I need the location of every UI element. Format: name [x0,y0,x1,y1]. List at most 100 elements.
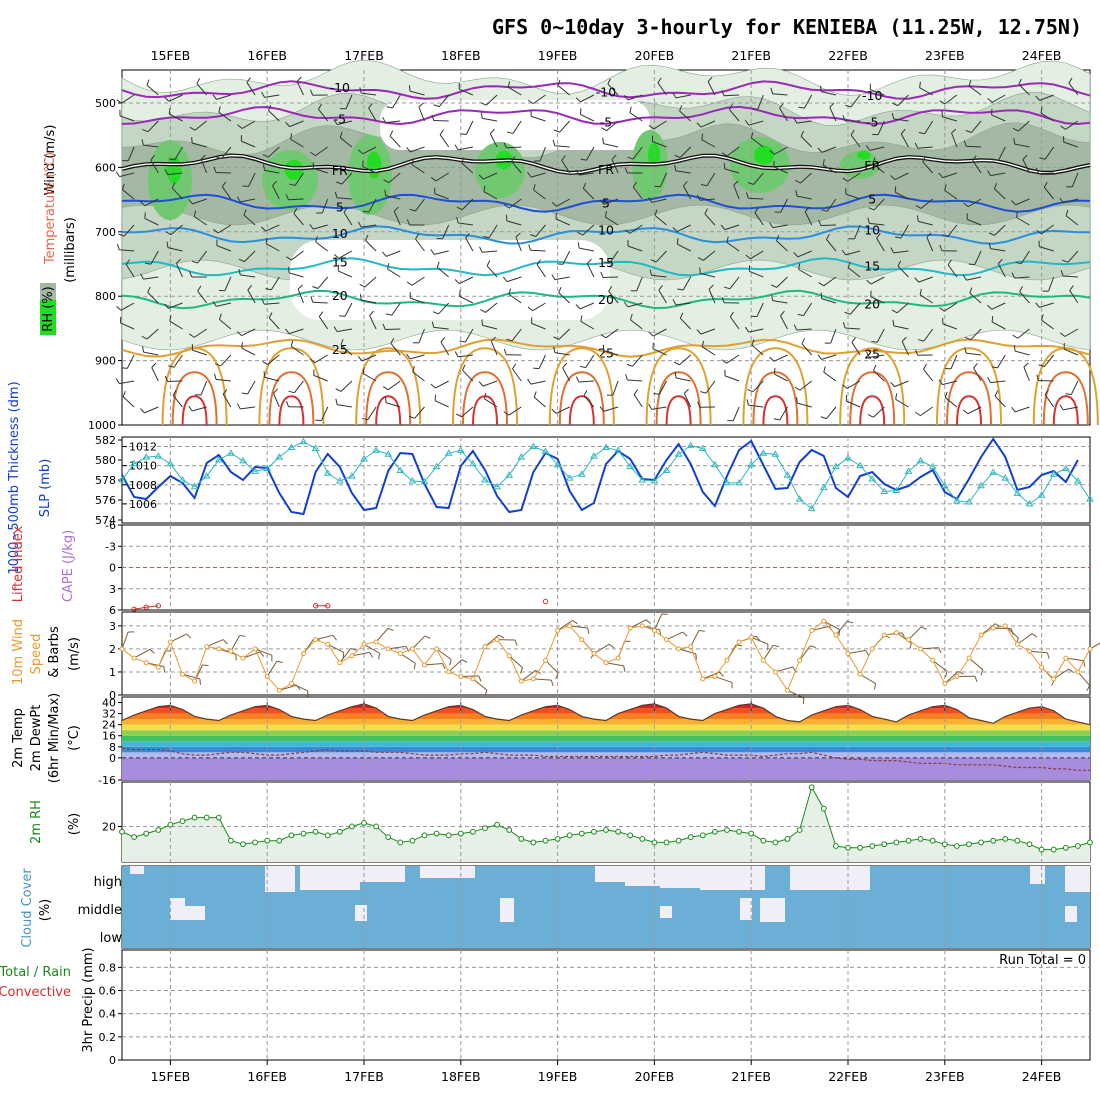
wind-barb [415,198,425,212]
wind-barb [966,276,982,281]
slp-point [178,476,187,483]
wind-barb-flag [146,79,150,86]
wind-barb [796,328,812,331]
wind-barb-flag [478,381,484,387]
wind-speed-point [942,680,948,686]
wind-barb-flag [147,286,151,293]
wind-barb [922,161,934,174]
wind-barb-flag [800,130,805,137]
wind-barb [796,120,812,124]
wind-barb-flag [413,663,416,670]
wind-barb [750,250,764,260]
wind-barb-flag [672,227,678,232]
wind-barb [339,648,352,664]
wind-barb [433,119,449,122]
rh2m-point [554,835,561,842]
wind-speed-point [1002,623,1008,629]
wind-barb-flag [1069,285,1074,291]
wind-barb [512,120,522,134]
wind-barb [438,94,450,107]
wind-barb [605,216,619,226]
wind-barb-flag [433,104,440,108]
wind-barb [757,94,764,110]
wind-barb [459,295,474,304]
wind-barb-flag [897,260,902,267]
wind-barb [679,110,692,122]
wind-barb [290,138,304,148]
rh2m-point [845,844,851,851]
rh2m-point [954,843,960,849]
wind-barb [1063,406,1078,411]
wind-barb [714,676,733,683]
wind-barb [511,161,522,174]
wind-barb [169,113,183,122]
wind-barb-flag [1046,652,1050,659]
wind-barb-flag [139,408,145,414]
rh2m-point [978,839,984,846]
temperature-contour-label: -10 [330,80,350,95]
wind-barb [732,406,740,422]
rh2m-point [675,837,682,844]
wind-barb [482,117,498,122]
slp-point [118,476,126,483]
wind-barb [847,172,861,182]
wind-barb [119,380,135,385]
slp-point [227,449,235,456]
wind-barb-flag [649,269,653,276]
rh2m-labels: 2m RH (%) [29,800,82,844]
temperature-band [122,741,1090,747]
wind-barb-flag [842,177,848,182]
slp-line [121,441,1091,510]
slp-point [614,446,622,453]
wind-barb-flag [653,392,660,395]
wind-barb [465,237,474,252]
wind-barb-flag [1059,332,1066,337]
precip-tick-label: 0.4 [99,1008,117,1021]
wind-barb [917,146,933,149]
wind-barb [846,400,861,408]
cloud-clear-patch [660,866,705,888]
low-level-temperature-contour [752,371,799,426]
wind-barb [506,276,522,283]
wind-barb-flag [222,639,228,645]
wind-barb [869,354,885,358]
wind-barb [119,172,135,178]
wind-barb-flag [441,663,446,670]
wind-barb-flag [553,346,556,353]
wind-barb [873,198,885,211]
rh2m-point [736,828,742,835]
wind-barb [170,224,183,236]
wind-barb-flag [719,671,724,677]
wind-barb [800,136,813,148]
slp-point [965,498,973,505]
wind-barb [854,224,861,240]
temperature-contour-label: 20 [864,296,880,311]
wind-barb-flag [944,671,948,678]
wind-barb [415,238,425,252]
wind-barb [1015,406,1030,413]
wind-barb-flag [773,367,776,375]
wind-barb [821,146,837,153]
wind-barb-flag [600,271,604,278]
rh2m-point [494,821,501,828]
wind-barb-flag [551,274,556,280]
wind-barb-flag [700,184,708,187]
wind-barb [675,94,691,99]
wind-barb [143,144,159,148]
wind-barb-flag [557,79,561,86]
wind-barb [351,651,370,657]
cloud-clear-patch [185,906,205,920]
wind-barb-flag [202,664,209,667]
rh2m-point [893,839,900,846]
wind-barb-flag [895,393,898,400]
wind-barb-flag [150,155,155,161]
temperature-contour-label: 15 [864,258,880,273]
wind-barb [1065,215,1079,226]
wind-speed-point [361,641,367,647]
wind-barb [877,120,885,135]
wind-barb [823,620,840,631]
wind-barb-flag [478,675,482,682]
wind-barb [1039,302,1054,308]
wind-barb-flag [502,276,508,282]
wind-barb [289,328,304,335]
